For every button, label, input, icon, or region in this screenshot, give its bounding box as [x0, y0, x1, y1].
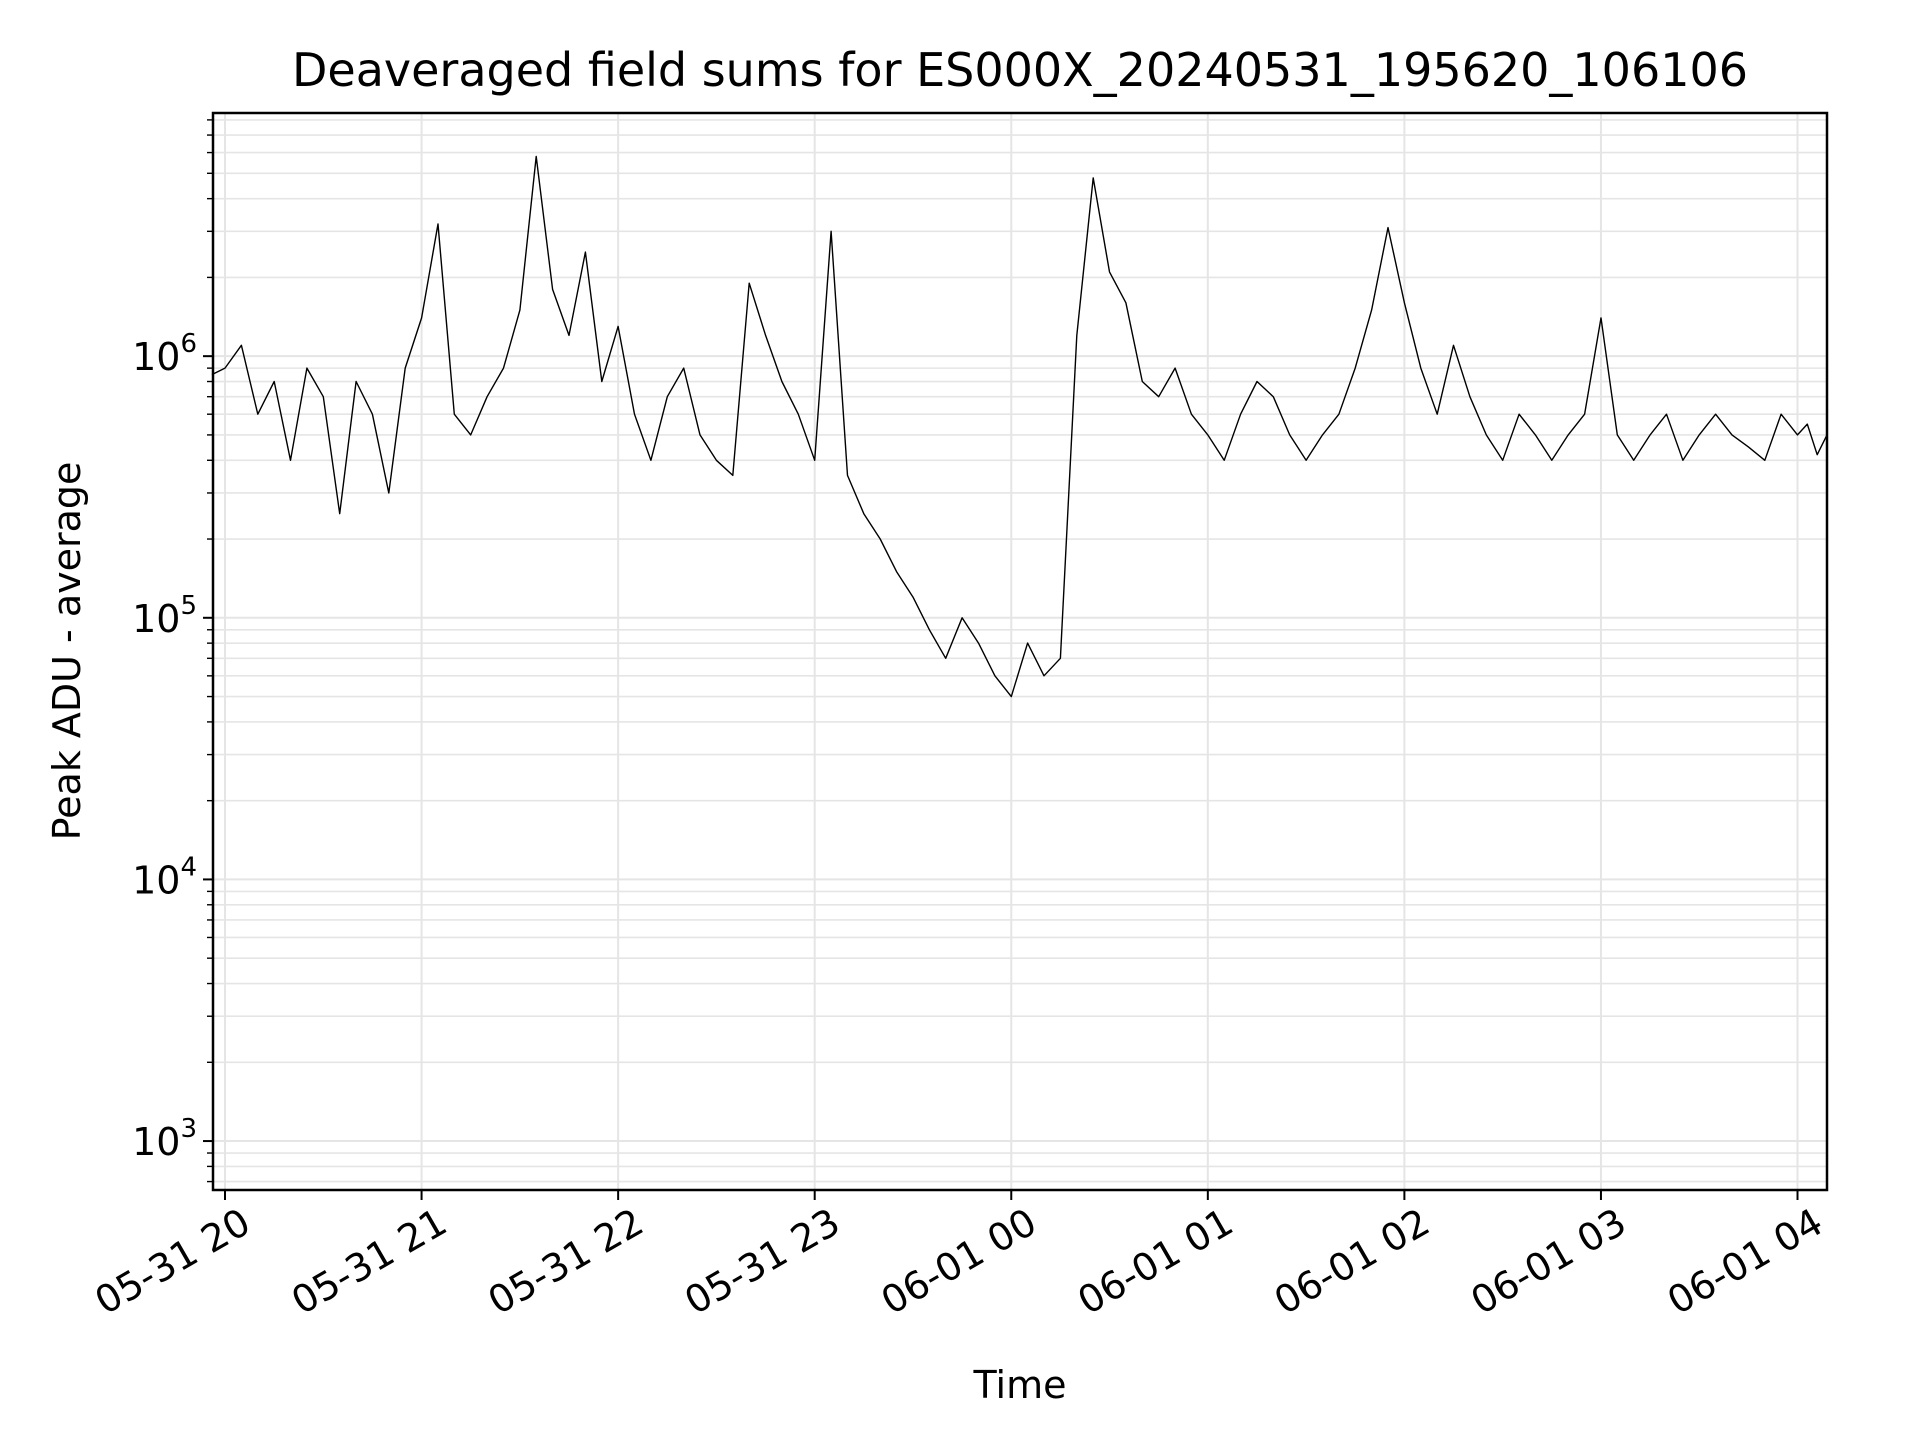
x-axis-label: Time [973, 1363, 1067, 1407]
series-line [211, 155, 1828, 698]
y-tick-label: 105 [132, 591, 197, 641]
chart-title: Deaveraged field sums for ES000X_2024053… [292, 43, 1748, 97]
grid [213, 113, 1827, 1190]
y-tick-label: 106 [132, 329, 197, 379]
y-axis-label: Peak ADU - average [45, 462, 89, 841]
plot-frame [211, 111, 1829, 1192]
y-axis: 103 104 105 106 [132, 119, 213, 1183]
y-tick-label: 103 [132, 1114, 197, 1164]
y-tick-label: 104 [132, 852, 197, 902]
series-layer [211, 155, 1828, 698]
